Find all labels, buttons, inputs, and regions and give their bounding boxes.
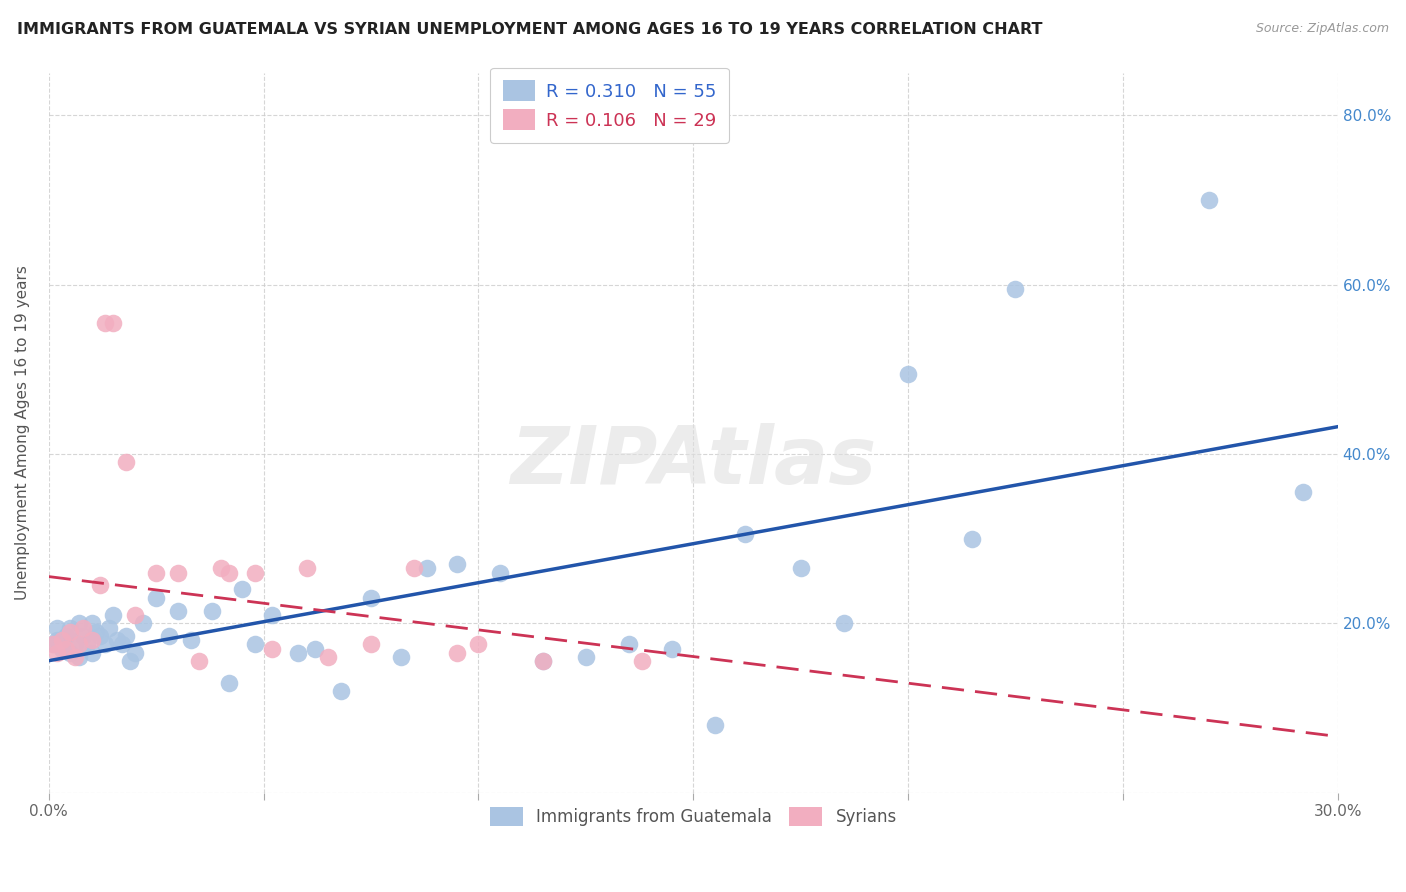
Point [115,455,138,469]
Point [97,621,120,635]
Point [132,616,155,631]
Point [55,629,77,643]
Point [72,629,94,643]
Point [416,561,439,575]
Point [575,650,598,665]
Point [897,367,920,381]
Point [467,638,489,652]
Point [531,655,554,669]
Point [446,557,468,571]
Point [180,633,202,648]
Point [389,650,412,665]
Point [218,566,240,580]
Point [832,616,855,631]
Point [703,718,725,732]
Point [120,655,142,669]
Point [80,646,103,660]
Legend: Immigrants from Guatemala, Syrians: Immigrants from Guatemala, Syrians [481,798,905,835]
Point [188,655,211,669]
Point [734,527,756,541]
Point [76,638,98,652]
Point [80,633,103,648]
Text: Source: ZipAtlas.com: Source: ZipAtlas.com [1256,22,1389,36]
Point [218,675,240,690]
Point [316,650,339,665]
Point [80,616,103,631]
Point [107,633,129,648]
Point [42,638,65,652]
Point [103,316,125,330]
Point [145,591,167,605]
Point [59,621,82,635]
Point [145,566,167,580]
Point [262,641,284,656]
Point [1198,193,1220,207]
Text: ZIPAtlas: ZIPAtlas [510,423,876,500]
Point [402,561,425,575]
Point [304,641,326,656]
Point [329,684,352,698]
Point [124,646,146,660]
Point [59,624,82,639]
Point [262,607,284,622]
Point [55,641,77,656]
Point [243,638,266,652]
Point [531,655,554,669]
Point [287,646,309,660]
Point [63,650,86,665]
Point [617,638,640,652]
Point [93,638,115,652]
Point [46,646,69,660]
Point [661,641,683,656]
Point [67,616,90,631]
Point [166,566,188,580]
Point [789,561,811,575]
Point [1292,485,1315,500]
Point [201,604,224,618]
Point [46,633,69,648]
Point [42,638,65,652]
Point [446,646,468,660]
Point [93,316,115,330]
Point [46,621,69,635]
Text: IMMIGRANTS FROM GUATEMALA VS SYRIAN UNEMPLOYMENT AMONG AGES 16 TO 19 YEARS CORRE: IMMIGRANTS FROM GUATEMALA VS SYRIAN UNEM… [17,22,1042,37]
Point [51,633,73,648]
Point [166,604,188,618]
Point [630,655,652,669]
Y-axis label: Unemployment Among Ages 16 to 19 years: Unemployment Among Ages 16 to 19 years [15,266,30,600]
Point [59,646,82,660]
Point [51,641,73,656]
Point [84,624,107,639]
Point [124,607,146,622]
Point [89,629,111,643]
Point [360,591,382,605]
Point [489,566,512,580]
Point [111,638,134,652]
Point [67,650,90,665]
Point [243,566,266,580]
Point [72,621,94,635]
Point [63,638,86,652]
Point [962,532,984,546]
Point [89,578,111,592]
Point [67,638,90,652]
Point [1004,282,1026,296]
Point [103,607,125,622]
Point [231,582,253,597]
Point [209,561,232,575]
Point [295,561,318,575]
Point [360,638,382,652]
Point [157,629,180,643]
Point [115,629,138,643]
